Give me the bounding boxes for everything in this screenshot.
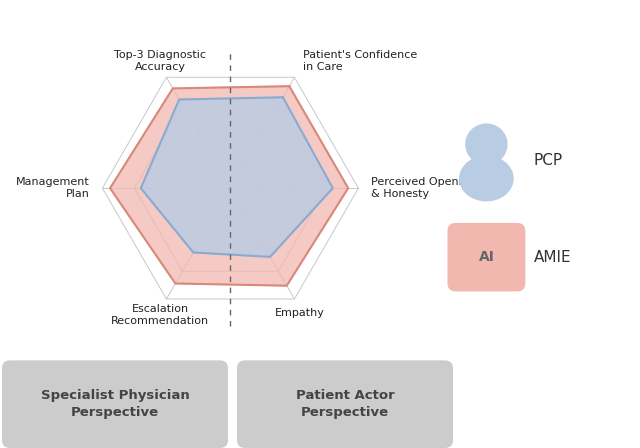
FancyBboxPatch shape — [2, 360, 228, 448]
Text: Patient's Confidence
in Care: Patient's Confidence in Care — [303, 50, 418, 72]
Polygon shape — [110, 86, 348, 286]
Text: Management
Plan: Management Plan — [16, 177, 90, 199]
Text: Patient Actor
Perspective: Patient Actor Perspective — [284, 391, 382, 420]
Text: AMIE: AMIE — [534, 250, 571, 265]
Text: Patient Actor
Perspective: Patient Actor Perspective — [296, 389, 394, 419]
Text: Specialist Physician
Perspective: Specialist Physician Perspective — [40, 389, 189, 419]
FancyBboxPatch shape — [237, 360, 453, 448]
Text: Top-3 Diagnostic
Accuracy: Top-3 Diagnostic Accuracy — [114, 50, 206, 72]
Text: PCP: PCP — [534, 153, 563, 168]
Circle shape — [466, 124, 507, 164]
Text: Escalation
Recommendation: Escalation Recommendation — [111, 304, 209, 327]
Ellipse shape — [460, 156, 513, 201]
FancyBboxPatch shape — [447, 223, 525, 291]
Text: Specialist Physician
Perspective: Specialist Physician Perspective — [41, 391, 189, 420]
Text: Perceived Openness
& Honesty: Perceived Openness & Honesty — [371, 177, 484, 199]
Text: AI: AI — [479, 250, 494, 264]
Text: Empathy: Empathy — [275, 308, 324, 318]
Polygon shape — [141, 97, 333, 257]
